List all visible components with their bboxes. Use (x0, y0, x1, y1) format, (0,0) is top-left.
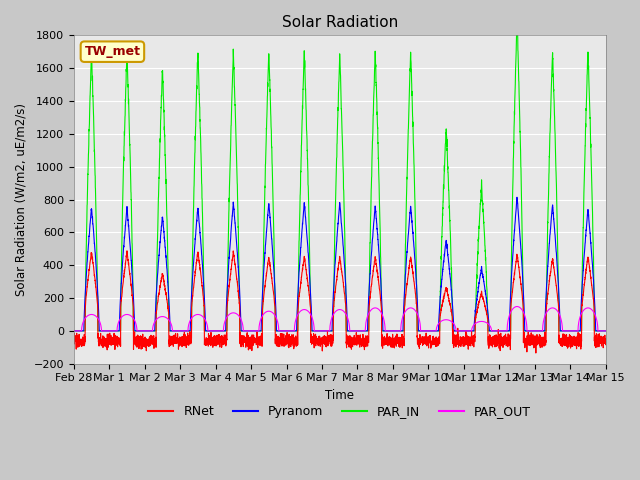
PAR_OUT (320, 328, 328, 334)
PAR_IN (601, 328, 609, 334)
PAR_OUT (166, 318, 173, 324)
RNet (489, 337, 497, 343)
RNet (123, 248, 131, 254)
PAR_OUT (429, 328, 437, 334)
Line: Pyranom: Pyranom (74, 197, 605, 331)
RNet (532, 350, 540, 356)
PAR_IN (166, 328, 173, 334)
PAR_OUT (489, 328, 497, 334)
Pyranom (70, 328, 77, 334)
Pyranom (320, 328, 328, 334)
X-axis label: Time: Time (325, 389, 354, 402)
Text: TW_met: TW_met (84, 45, 140, 58)
PAR_IN (602, 328, 609, 334)
RNet (602, 339, 609, 345)
RNet (166, 339, 173, 345)
PAR_IN (70, 328, 77, 334)
Pyranom (601, 328, 609, 334)
RNet (70, 332, 77, 338)
Pyranom (429, 328, 437, 334)
PAR_OUT (513, 304, 521, 310)
PAR_OUT (602, 328, 609, 334)
PAR_IN (320, 328, 328, 334)
Line: RNet: RNet (74, 251, 605, 353)
Line: PAR_IN: PAR_IN (74, 19, 605, 331)
Pyranom (489, 328, 497, 334)
PAR_OUT (601, 328, 609, 334)
Line: PAR_OUT: PAR_OUT (74, 307, 605, 331)
RNet (429, 334, 437, 339)
PAR_IN (513, 16, 521, 22)
Pyranom (166, 306, 173, 312)
Y-axis label: Solar Radiation (W/m2, uE/m2/s): Solar Radiation (W/m2, uE/m2/s) (15, 103, 28, 296)
PAR_OUT (70, 328, 77, 334)
Pyranom (513, 194, 521, 200)
Pyranom (602, 328, 609, 334)
Title: Solar Radiation: Solar Radiation (282, 15, 398, 30)
Pyranom (459, 328, 467, 334)
RNet (602, 338, 609, 344)
PAR_IN (459, 328, 467, 334)
PAR_IN (489, 328, 497, 334)
RNet (459, 338, 467, 344)
RNet (320, 336, 328, 341)
PAR_OUT (459, 328, 467, 334)
PAR_IN (429, 328, 437, 334)
Legend: RNet, Pyranom, PAR_IN, PAR_OUT: RNet, Pyranom, PAR_IN, PAR_OUT (143, 400, 536, 423)
